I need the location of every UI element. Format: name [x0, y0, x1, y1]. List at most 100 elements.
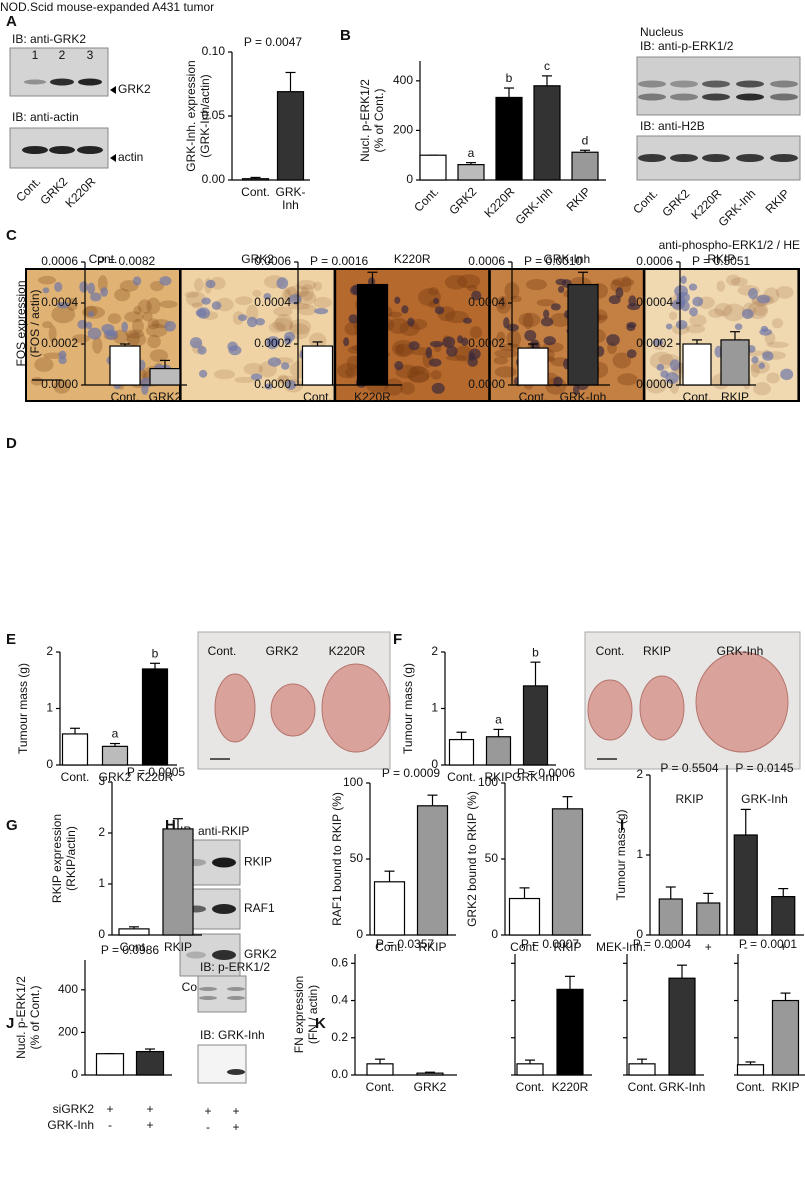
- photo-label: GRK2: [266, 644, 299, 658]
- bar: [301, 345, 334, 386]
- nucleus: [58, 350, 67, 360]
- x-tick-label: Cont.: [366, 1080, 395, 1094]
- x-tick-label: Cont.: [516, 1080, 545, 1094]
- x-tick-label: Cont.: [120, 940, 149, 954]
- y-axis-label: RKIP expression: [50, 814, 64, 903]
- nucleus: [780, 368, 794, 381]
- nucleus: [199, 369, 208, 378]
- cell-stain: [114, 288, 131, 302]
- x-tick-label: RKIP: [553, 940, 581, 954]
- sample-label: RKIP: [763, 186, 793, 216]
- y-tick-label: 0.0004: [636, 295, 673, 309]
- cell-stain: [496, 331, 506, 344]
- nucleus: [442, 336, 456, 348]
- y-tick-label: 50: [350, 851, 364, 865]
- cell-stain: [272, 317, 294, 332]
- nucleus: [121, 321, 129, 333]
- y-tick-label: 0: [356, 927, 363, 941]
- y-axis-label: (% of Cont.): [28, 985, 42, 1049]
- x-axis-label: MEK-Inh.: [596, 940, 646, 954]
- bar: [571, 151, 599, 181]
- cell-stain: [722, 303, 746, 322]
- nucleus: [141, 383, 149, 395]
- sample-label: K220R: [63, 174, 99, 210]
- x-tick-label: Cont.: [628, 1080, 657, 1094]
- cell-stain: [708, 308, 724, 318]
- y-tick-label: 200: [58, 1025, 78, 1039]
- bar: [109, 345, 141, 386]
- bar: [149, 368, 181, 386]
- cell-stain: [497, 298, 507, 310]
- bar: [668, 977, 696, 1076]
- p-value: P = 0.5504: [660, 761, 718, 775]
- row-sign: +: [146, 1118, 153, 1132]
- nucleus: [446, 345, 458, 357]
- blot-band: [212, 950, 236, 960]
- bar: [556, 988, 584, 1076]
- x-tick-label: K220R: [552, 1080, 589, 1094]
- bar: [658, 898, 683, 936]
- row-sign: -: [108, 1118, 112, 1132]
- cell-stain: [48, 325, 57, 343]
- bar: [241, 178, 270, 181]
- lane-label: 2: [59, 48, 66, 62]
- x-tick-label: GRK-Inh: [659, 1080, 706, 1094]
- cell-stain: [127, 332, 147, 347]
- cell-stain: [469, 326, 483, 339]
- cell-stain: [133, 305, 142, 315]
- blot-title: IB: anti-p-ERK1/2: [640, 39, 734, 53]
- nucleus: [267, 357, 282, 367]
- cell-stain: [137, 299, 152, 314]
- cell-stain: [308, 332, 327, 348]
- nucleus: [759, 328, 773, 336]
- y-tick-label: 200: [393, 123, 413, 137]
- panel-letter: C: [6, 227, 17, 244]
- nucleus: [201, 297, 211, 305]
- histology-label: GRK2: [241, 252, 274, 266]
- x-tick-label: +: [780, 940, 787, 954]
- y-tick-label: 0.0004: [41, 295, 78, 309]
- cell-stain: [428, 287, 439, 296]
- nucleus: [195, 308, 207, 318]
- bar: [366, 1063, 394, 1076]
- tumor: [214, 673, 256, 743]
- nucleus: [762, 351, 774, 361]
- y-tick-label: 0.0004: [254, 295, 291, 309]
- bar: [419, 154, 447, 181]
- y-tick-label: 0: [71, 1067, 78, 1081]
- cell-stain: [753, 382, 771, 396]
- cell-stain: [444, 310, 469, 324]
- x-tick-label: RKIP: [564, 184, 594, 214]
- blot-band: [770, 154, 798, 162]
- cell-stain: [281, 288, 292, 306]
- cell-stain: [753, 305, 768, 316]
- bar: [771, 895, 796, 936]
- y-tick-label: 3: [98, 774, 105, 788]
- cell-stain: [159, 300, 178, 309]
- lane-label: 3: [87, 48, 94, 62]
- y-axis-label: Tumour mass (g): [614, 810, 628, 901]
- cell-stain: [124, 311, 144, 323]
- cell-stain: [383, 378, 404, 396]
- cell-stain: [494, 366, 517, 378]
- blot: [9, 47, 109, 97]
- blot-band: [78, 78, 102, 86]
- cell-stain: [493, 356, 509, 365]
- cell-stain: [408, 371, 430, 383]
- y-tick-label: 0.05: [202, 108, 226, 122]
- x-tick-label: GRK2: [99, 770, 132, 784]
- x-tick-label: GRK2: [149, 390, 182, 404]
- x-tick-label: Cont.: [241, 185, 270, 199]
- y-axis-label: FOS expression: [14, 280, 28, 366]
- y-tick-label: 1: [46, 701, 53, 715]
- bar-annotation: d: [582, 133, 589, 147]
- blot: [197, 975, 247, 1013]
- x-tick-label: -: [669, 940, 673, 954]
- nucleus: [132, 276, 142, 286]
- x-tick-label: RKIP: [164, 940, 192, 954]
- bar: [356, 283, 389, 386]
- x-tick-label: Cont.: [375, 940, 404, 954]
- blot-band: [770, 80, 798, 88]
- bar: [522, 685, 549, 766]
- cell-stain: [495, 295, 512, 314]
